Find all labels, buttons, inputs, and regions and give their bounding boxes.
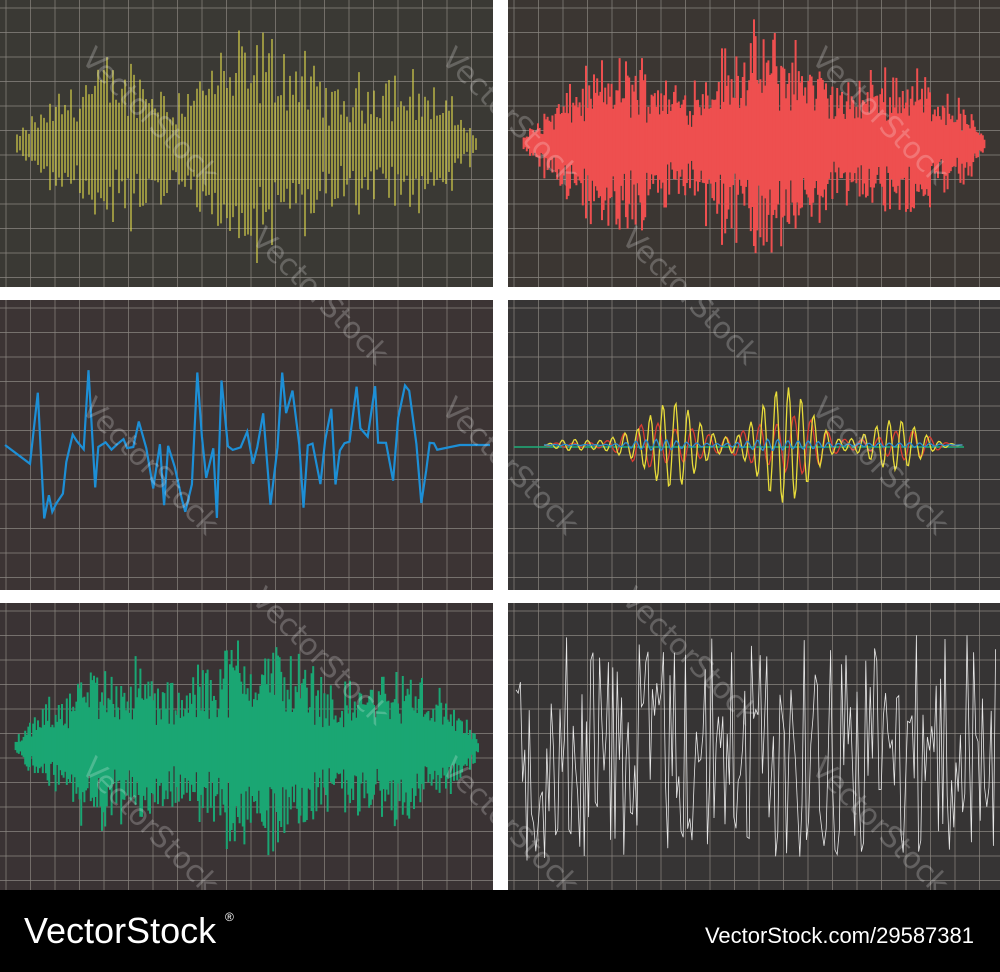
panel (0, 603, 493, 890)
wave-line (543, 387, 963, 503)
panel-bg (0, 0, 493, 287)
panel (0, 0, 493, 287)
panel (508, 300, 1000, 590)
panel (0, 300, 493, 590)
footer-url: VectorStock.com/29587381 (705, 923, 974, 948)
panel-bg (508, 603, 1000, 890)
wave-line (515, 635, 996, 861)
footer-brand: VectorStock (24, 910, 217, 951)
wave-line (543, 415, 963, 476)
panel (508, 0, 1000, 287)
panel (508, 603, 1000, 890)
panels (0, 0, 1000, 890)
wave-line (4, 370, 490, 519)
footer-bar (0, 890, 1000, 972)
footer-registered: ® (225, 910, 234, 924)
wave-line (543, 438, 963, 452)
panel-bg (0, 300, 493, 590)
